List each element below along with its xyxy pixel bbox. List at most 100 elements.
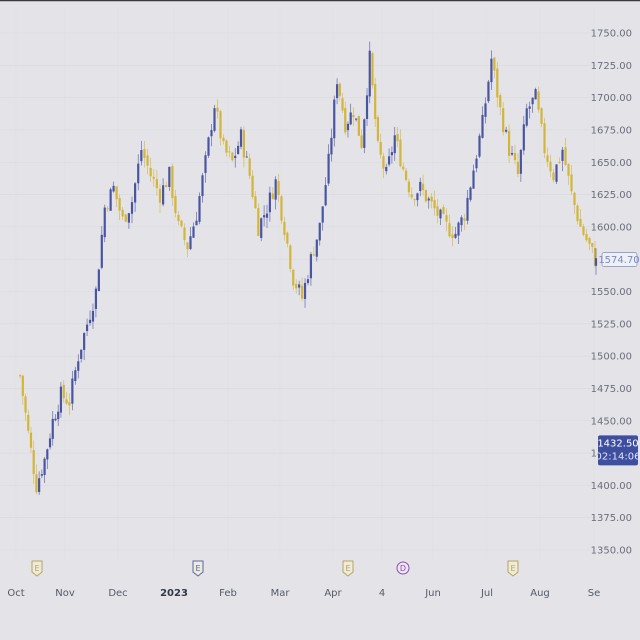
event-badge-label: E — [345, 564, 350, 573]
candle-body — [404, 170, 408, 180]
time-tick-label: Jul — [480, 588, 493, 599]
candle-body — [298, 284, 301, 288]
candle-body — [393, 135, 396, 154]
candle-body — [54, 418, 57, 421]
candle-body — [152, 176, 155, 179]
countdown-label: 02:14:06 — [596, 451, 640, 462]
candle-body — [402, 166, 405, 170]
candle-body — [201, 175, 204, 197]
candle-body — [469, 187, 472, 200]
candle-body — [390, 152, 394, 156]
candle-body — [564, 147, 567, 165]
candle-body — [62, 384, 65, 399]
price-tick-label: 1600.00 — [591, 222, 632, 233]
candle-body — [88, 319, 92, 324]
event-badge-icon[interactable]: D — [396, 561, 410, 575]
candle-body — [286, 232, 289, 244]
candle-body — [546, 155, 549, 162]
candle-body — [146, 155, 149, 166]
candle-body — [333, 99, 336, 139]
candle-body — [198, 196, 201, 222]
price-tag-bg — [598, 435, 638, 466]
candle-body — [210, 130, 213, 137]
candle-body — [487, 81, 490, 102]
candle-body — [493, 57, 496, 71]
candle-body — [71, 378, 74, 404]
candle-body — [475, 158, 478, 169]
candle-body — [57, 411, 60, 420]
candle-body — [283, 221, 286, 235]
time-tick-label: 2023 — [160, 588, 188, 599]
dividend-badge-shape — [396, 561, 410, 575]
candle-body — [341, 98, 344, 111]
earnings-badge-shape — [507, 560, 519, 577]
candle-body — [427, 198, 430, 201]
candle-body — [143, 149, 146, 158]
candle-body — [43, 458, 46, 475]
candle-body — [573, 192, 576, 205]
candle-body — [466, 197, 469, 221]
earnings-badge-shape — [192, 560, 204, 577]
time-tick-label: Mar — [271, 588, 291, 599]
candle-body — [346, 123, 350, 131]
candle-body — [513, 152, 517, 161]
candle-body — [454, 233, 457, 238]
time-axis[interactable]: Oct Nov Dec 2023 Feb Mar Apr 4 Jun Jul Aug Se — [7, 588, 600, 599]
event-badge-icon[interactable]: E — [507, 560, 519, 577]
event-badge-icon[interactable]: E — [192, 560, 204, 577]
price-tick-label: 1750.00 — [591, 29, 632, 40]
candle-body — [371, 53, 374, 86]
candle-body — [555, 164, 558, 182]
event-badge-icon[interactable]: E — [342, 560, 354, 577]
price-tick-label: 1700.00 — [591, 93, 632, 104]
price-tick-label: 1725.00 — [591, 61, 632, 72]
candle-body — [68, 402, 71, 406]
candle-body — [85, 324, 89, 332]
candle-body — [593, 247, 597, 266]
candle-body — [558, 162, 561, 164]
candle-body — [499, 95, 502, 108]
candle-body — [531, 97, 534, 105]
candle-body — [338, 83, 341, 97]
candle-body — [385, 167, 388, 172]
candle-body — [365, 95, 369, 119]
candle-body — [268, 192, 271, 213]
earnings-badge-shape — [31, 560, 43, 577]
candle-body — [382, 156, 385, 169]
candle-body — [321, 206, 324, 223]
candle-body — [460, 217, 463, 226]
candle-body — [407, 181, 411, 193]
candle-body — [484, 103, 487, 117]
candle-body — [457, 222, 460, 236]
candle-body — [91, 310, 95, 322]
candle-body — [419, 181, 422, 192]
price-tick-label: 1625.00 — [591, 190, 632, 201]
candle-body — [83, 333, 86, 350]
candle-body — [204, 155, 207, 173]
candle-body — [265, 213, 269, 218]
price-tick-label: 1525.00 — [591, 319, 632, 330]
event-badge-icon[interactable]: E — [31, 560, 43, 577]
candle-body — [376, 117, 380, 141]
candle-body — [549, 161, 552, 172]
last-price-tag: 1574.70 — [598, 252, 640, 267]
candle-body — [183, 227, 186, 241]
candle-body — [237, 145, 240, 154]
candle-body — [162, 185, 165, 205]
price-tick-label: 1500.00 — [591, 352, 632, 363]
candle-body — [448, 223, 451, 237]
candle-body — [59, 386, 63, 413]
candle-body — [32, 450, 35, 475]
candle-body — [213, 108, 216, 131]
price-axis[interactable]: 1350.001375.001400.001425.001450.001475.… — [591, 29, 632, 557]
price-tick-label: 1350.00 — [591, 546, 632, 557]
candle-body — [171, 166, 174, 199]
candle-body — [496, 68, 499, 98]
candles-layer — [18, 41, 598, 495]
price-tick-label: 1650.00 — [591, 158, 632, 169]
candle-body — [522, 124, 525, 151]
